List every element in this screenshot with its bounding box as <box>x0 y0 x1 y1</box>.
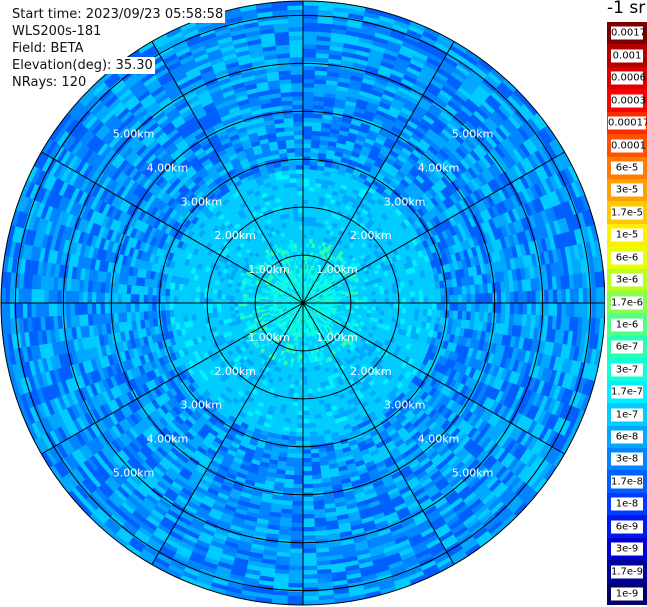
colorbar-level: 3e-7 <box>607 358 647 382</box>
colorbar-level: 0.0017 <box>607 22 647 45</box>
nrays-label: NRays: 120 <box>10 74 89 91</box>
colorbar-label: 3e-5 <box>611 183 643 197</box>
colorbar-level: 0.0001 <box>607 134 647 158</box>
radial-spoke <box>302 302 565 455</box>
colorbar-level: 6e-7 <box>607 335 647 359</box>
colorbar-level: 3e-9 <box>607 537 647 561</box>
colorbar-unit: -1 sr <box>607 0 646 18</box>
range-label: 3.00km <box>384 399 426 412</box>
colorbar-label: 0.00017 <box>608 116 647 130</box>
range-label: 5.00km <box>113 128 155 141</box>
range-label: 4.00km <box>418 161 460 174</box>
radial-spoke <box>41 151 304 304</box>
colorbar-label: 1e-8 <box>611 497 643 511</box>
radial-spoke <box>41 302 304 455</box>
range-label: 2.00km <box>214 365 256 378</box>
colorbar-label: 1.7e-6 <box>611 296 644 310</box>
colorbar-level: 0.0006 <box>607 66 647 90</box>
range-label: 1.00km <box>248 331 290 344</box>
colorbar-label: 1.7e-7 <box>611 385 644 399</box>
colorbar-label: 1e-7 <box>611 408 643 422</box>
colorbar-label: 1.7e-8 <box>611 475 644 489</box>
colorbar-label: 6e-9 <box>611 520 643 534</box>
colorbar-label: 3e-6 <box>611 273 643 287</box>
range-label: 4.00km <box>147 433 189 446</box>
radial-spoke <box>151 41 304 304</box>
colorbar-level: 1.7e-6 <box>607 291 647 314</box>
colorbar-label: 0.0017 <box>611 26 646 40</box>
colorbar-label: 3e-7 <box>611 363 643 377</box>
range-label: 2.00km <box>350 229 392 242</box>
range-label: 3.00km <box>384 195 426 208</box>
colorbar-level: 1e-5 <box>607 223 647 247</box>
elevation-label: Elevation(deg): 35.30 <box>10 57 155 74</box>
scan-info: Start time: 2023/09/23 05:58:58 WLS200s-… <box>10 6 226 91</box>
plot-border <box>0 0 605 606</box>
ppi-plot: 1.00km 1.00km 1.00km 1.00km 2.00km 2.00km 2.00… <box>0 0 605 606</box>
radial-spoke <box>302 151 565 304</box>
radial-spoke <box>302 302 455 565</box>
instrument-label: WLS200s-181 <box>10 23 104 40</box>
range-label: 3.00km <box>181 195 223 208</box>
colorbar-level: 0.0003 <box>607 89 647 113</box>
range-label: 5.00km <box>452 467 494 480</box>
colorbar-label: 1e-9 <box>611 587 643 601</box>
range-label: 4.00km <box>418 433 460 446</box>
range-label: 2.00km <box>214 229 256 242</box>
colorbar-label: 0.0006 <box>611 71 646 85</box>
radial-spoke <box>151 302 304 565</box>
colorbar-label: 1e-6 <box>611 318 643 332</box>
colorbar-level: 1e-9 <box>607 582 647 606</box>
colorbar-label: 0.0001 <box>611 139 646 153</box>
colorbar-level: 1.7e-5 <box>607 201 647 225</box>
colorbar-level: 6e-5 <box>607 156 647 180</box>
colorbar-level: 3e-6 <box>607 268 647 292</box>
colorbar: 0.0017 0.001 0.0006 0.0003 0.00017 0.0001 6e-5… <box>607 22 647 606</box>
colorbar-label: 1e-5 <box>611 228 643 242</box>
start-time-label: Start time: 2023/09/23 05:58:58 <box>10 6 226 23</box>
colorbar-label: 6e-6 <box>611 251 643 265</box>
colorbar-label: 6e-5 <box>611 161 643 175</box>
range-label: 5.00km <box>452 128 494 141</box>
colorbar-label: 3e-9 <box>611 542 643 556</box>
range-label: 2.00km <box>350 365 392 378</box>
range-label: 3.00km <box>181 399 223 412</box>
radial-spoke <box>302 41 455 304</box>
colorbar-level: 1e-7 <box>607 403 647 427</box>
colorbar-level: 3e-5 <box>607 178 647 202</box>
colorbar-level: 1e-6 <box>607 313 647 337</box>
colorbar-level: 6e-9 <box>607 515 647 539</box>
colorbar-level: 0.00017 <box>607 111 647 135</box>
range-label: 1.00km <box>248 263 290 276</box>
colorbar-label: 3e-8 <box>611 452 643 466</box>
range-label: 1.00km <box>316 263 358 276</box>
colorbar-level: 1.7e-7 <box>607 380 647 404</box>
colorbar-level: 1e-8 <box>607 492 647 516</box>
colorbar-label: 6e-8 <box>611 430 643 444</box>
colorbar-level: 3e-8 <box>607 448 647 471</box>
colorbar-label: 0.001 <box>611 49 643 63</box>
range-labels: 1.00km 1.00km 1.00km 1.00km 2.00km 2.00km 2.00… <box>113 128 494 480</box>
colorbar-level: 0.001 <box>607 44 647 68</box>
colorbar-level: 1.7e-9 <box>607 560 647 584</box>
colorbar-level: 6e-6 <box>607 246 647 270</box>
colorbar-label: 1.7e-5 <box>611 206 644 220</box>
colorbar-level: 6e-8 <box>607 425 647 449</box>
radial-spokes <box>1 1 605 605</box>
colorbar-label: 6e-7 <box>611 340 643 354</box>
field-label: Field: BETA <box>10 40 86 57</box>
colorbar-label: 0.0003 <box>611 94 646 108</box>
range-label: 5.00km <box>113 467 155 480</box>
colorbar-level: 1.7e-8 <box>607 470 647 494</box>
range-label: 1.00km <box>316 331 358 344</box>
colorbar-label: 1.7e-9 <box>611 565 644 579</box>
range-label: 4.00km <box>147 161 189 174</box>
